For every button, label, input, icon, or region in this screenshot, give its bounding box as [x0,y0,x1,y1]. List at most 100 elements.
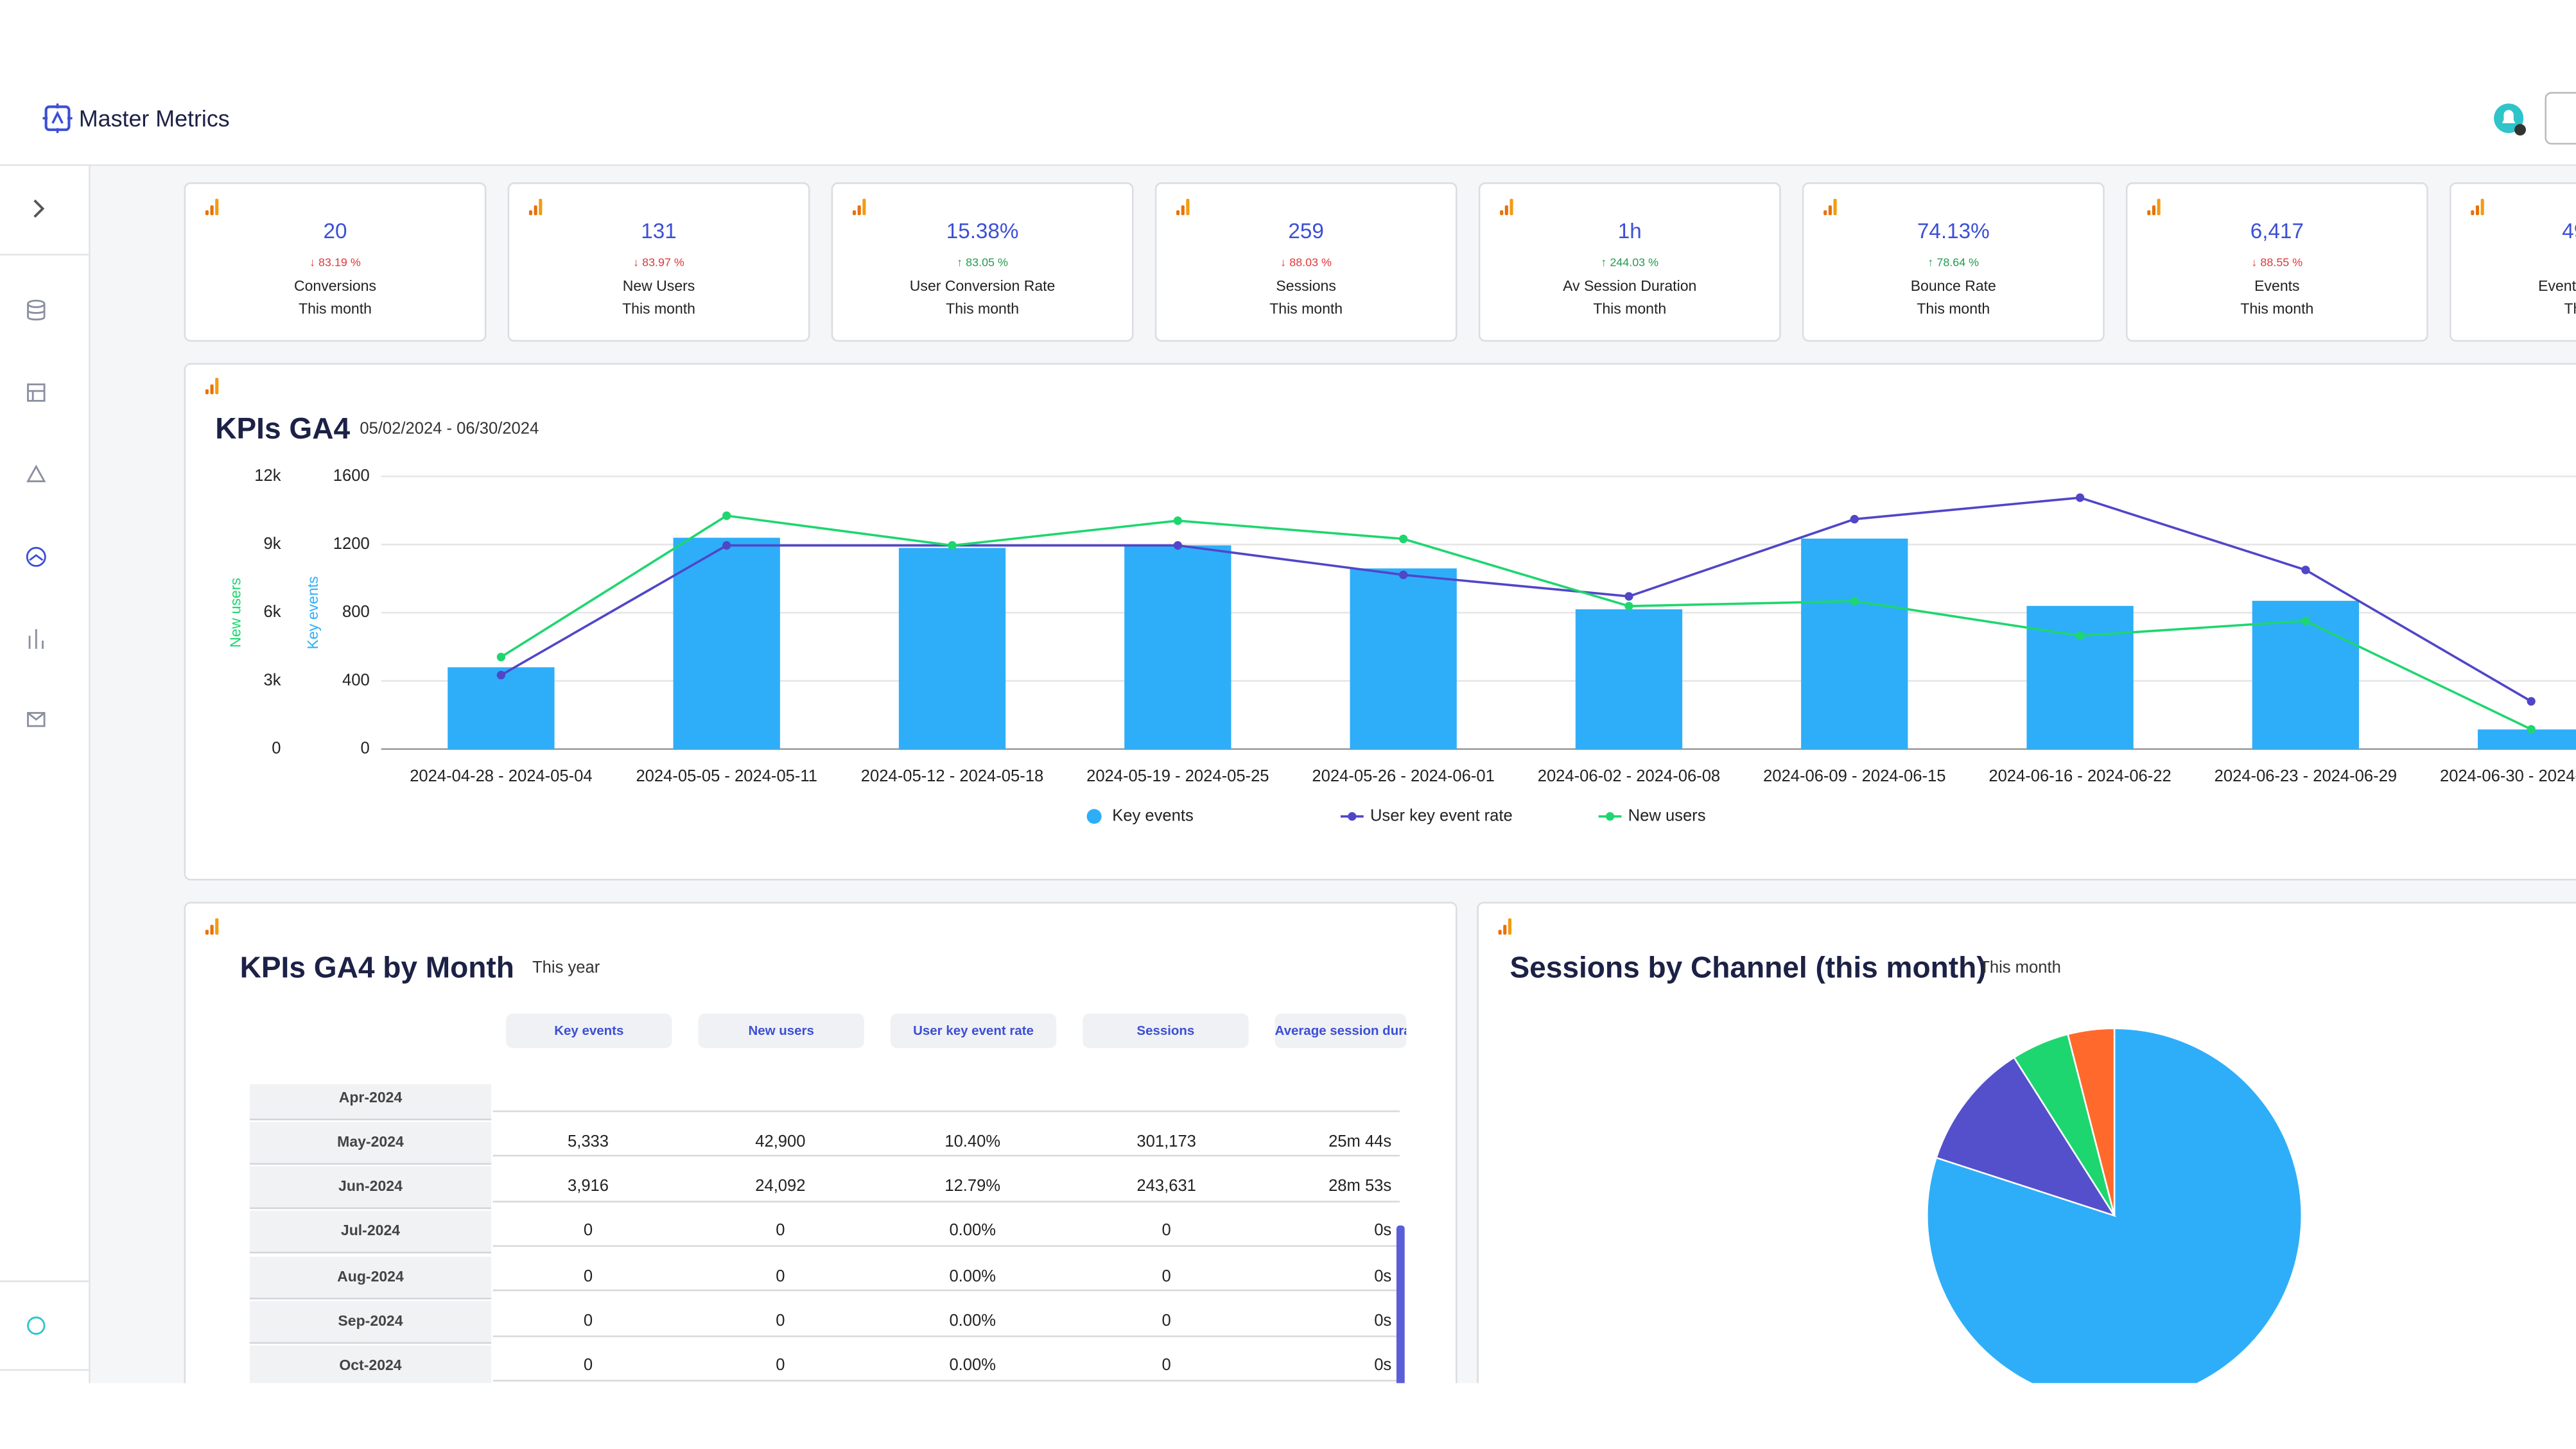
table-cell: 0s [1374,1222,1392,1241]
point [496,652,506,662]
table-cell: 24,092 [755,1177,806,1196]
table-cell: 25m 44s [1328,1132,1392,1152]
table-cell: 0 [776,1222,785,1241]
legend-swatch [1086,809,1102,824]
kpi-label: Bounce Rate [1910,277,1996,295]
x-tick-label: 2024-06-02 - 2024-06-08 [1538,767,1720,785]
table-cell: 0s [1374,1267,1392,1286]
row-label: May-2024 [249,1122,492,1165]
kpi-period: This month [2240,300,2314,317]
ga-icon-bar [1508,918,1512,935]
legend-label: Key events [1112,806,1194,824]
ga-icon-bar [1498,930,1502,935]
table-cell: 42,900 [755,1132,806,1152]
kpi-value: 15.38% [946,218,1019,243]
table-cell: 0 [1162,1357,1171,1376]
ga-icon-bar [1510,198,1513,216]
kpi-period: This month [2564,300,2576,317]
point [1398,570,1408,580]
x-tick-label: 2024-06-16 - 2024-06-22 [1989,767,2171,785]
ga-icon-bar [852,210,857,216]
kpi-period: This month [1917,300,1990,317]
chart-subtitle: 05/02/2024 - 06/30/2024 [360,421,539,439]
kpi-card: 15.38% ↑ 83.05 % User Conversion Rate This … [831,182,1134,342]
point [1173,541,1182,550]
bar [1801,538,1908,749]
kpi-value: 74.13% [1917,218,1990,243]
ga-icon-bar [528,210,533,216]
ga-icon-bar [862,198,866,216]
point [2527,697,2536,706]
table-cell: 0 [1162,1222,1171,1241]
ga-icon [1176,198,1190,216]
ga-icon-bar [1181,205,1185,216]
ga-icon-bar [205,389,209,395]
kpi-label: User Conversion Rate [909,277,1056,295]
x-tick-label: 2024-05-12 - 2024-05-18 [861,767,1043,785]
notifications[interactable] [2493,102,2528,138]
row-label: Jul-2024 [249,1211,492,1254]
legend-label: New users [1628,806,1706,824]
kpi-value: 49.3615 [2562,218,2576,243]
point [2301,616,2310,625]
kpi-change: ↓ 88.55 % [2251,257,2303,270]
y2-tick-label: 0 [360,740,369,758]
pie-title: Sessions by Channel (this month) [1510,951,1987,984]
kpi-change: ↑ 78.64 % [1928,257,1980,270]
y-tick-label: 6k [264,603,281,621]
pie-slice [1935,1056,2117,1217]
kpi-card: 6,417 ↓ 88.55 % Events This month [2125,182,2428,342]
ga-icon [1500,198,1513,216]
ga-icon [852,198,866,216]
bar [448,667,555,749]
point [2527,725,2536,734]
row-divider [492,1200,1400,1202]
ga-icon-bar [2480,198,2484,216]
ga-icon-bar [2471,210,2475,216]
row-divider [492,1245,1400,1247]
column-header: Sessions [1083,1013,1249,1048]
menu-button[interactable] [2545,92,2576,145]
ga-icon-bar [1186,198,1190,216]
table-cell: 0 [776,1357,785,1376]
table-body: Apr-2024 May-2024 5,333 42,900 10.40% 301,173… [249,1084,1400,1384]
table-cell: 0 [776,1267,785,1286]
bar [673,537,780,749]
point [1850,596,1859,605]
ga-icon-bar [2152,205,2156,216]
kpi-card: 259 ↓ 88.03 % Sessions This month [1154,182,1458,342]
pie-subtitle: This month [1980,959,2061,978]
ga-icon [2147,198,2161,216]
kpi-period: This month [1269,300,1343,317]
table-cell: 3,916 [567,1177,609,1196]
bar [1575,609,1683,749]
kpi-change: ↑ 244.03 % [1601,257,1659,270]
ga-icon [205,377,219,395]
scrollbar[interactable] [1396,1225,1405,1384]
chart-title: KPIs GA4 [215,412,351,446]
kpi-label: Sessions [1276,277,1336,295]
y-tick-label: 0 [272,740,281,758]
table-cell: 243,631 [1136,1177,1196,1196]
ga-icon-bar [210,384,214,395]
ga-icon-bar [539,198,543,216]
ga-icon [205,198,219,216]
row-divider [492,1110,1400,1113]
point [2301,566,2310,575]
ga-icon [205,918,219,935]
kpi-change: ↑ 83.05 % [957,257,1008,270]
y2-axis-label: Key events [304,576,321,649]
y-tick-label: 9k [264,535,281,553]
ga-icon-bar [1176,210,1180,216]
row-label: Oct-2024 [249,1346,492,1384]
kpi-value: 1h [1617,218,1642,243]
table-cell: 0.00% [949,1312,996,1331]
y2-tick-label: 1600 [333,467,370,485]
ga-icon [528,198,543,216]
table-title: KPIs GA4 by Month [239,951,514,984]
ga-icon-bar [210,924,214,935]
point [1398,534,1408,544]
sidebar [0,166,91,1384]
